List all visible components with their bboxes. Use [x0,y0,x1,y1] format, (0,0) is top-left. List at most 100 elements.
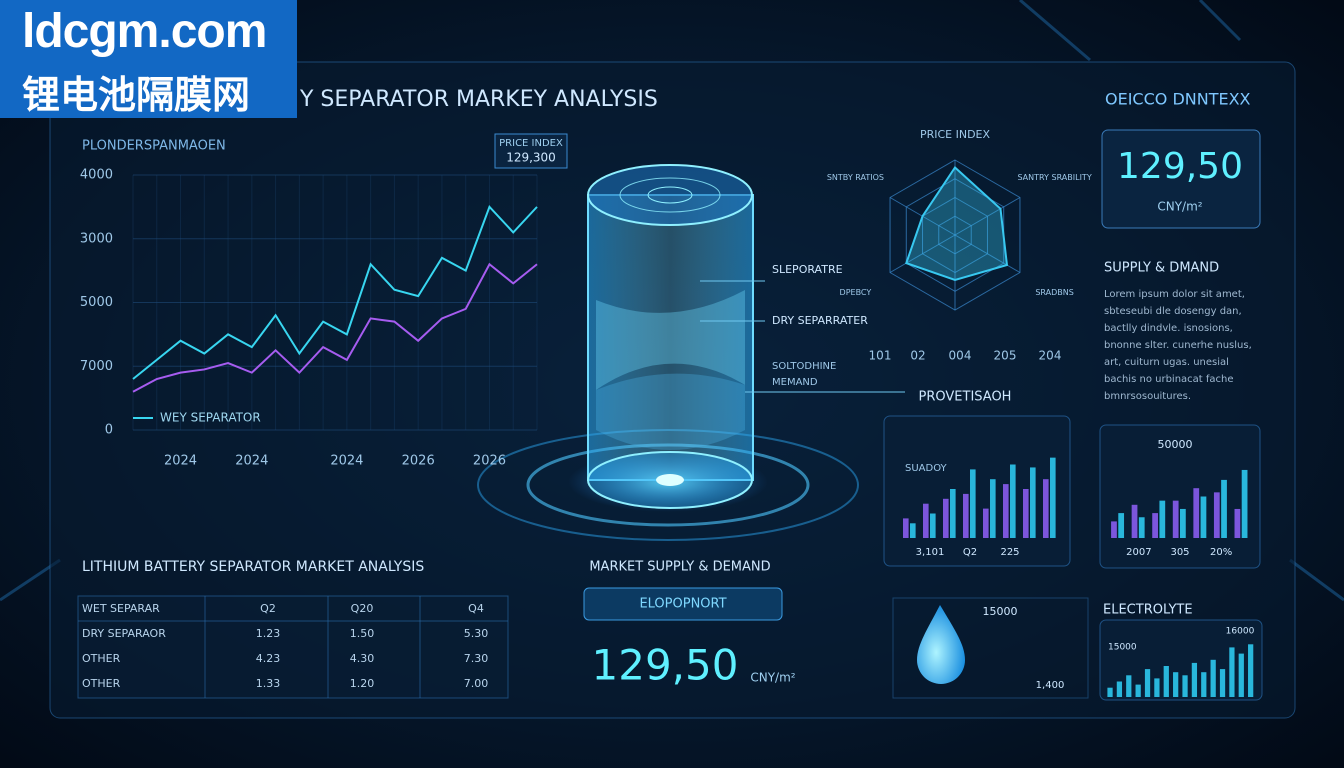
bar [1144,669,1151,697]
table-cell: 4.23 [256,652,281,665]
bar-annotation: 50000 [1158,438,1193,451]
bar [1003,484,1009,538]
bar [1191,662,1198,697]
center-title: MARKET SUPPLY & DEMAND [589,560,770,575]
bar [1043,479,1049,538]
bar [1229,647,1235,697]
cylinder-label: MEMAND [772,377,818,388]
cylinder-label: SLEPORATRE [772,263,843,276]
supply-line: bnonne slter. cunerhe nuslus, [1104,340,1252,351]
table-title: LITHIUM BATTERY SEPARATOR MARKET ANALYSI… [82,559,424,575]
line-series [132,262,538,393]
bar [1050,457,1056,538]
bar-title: PROVETISAOH [919,390,1012,405]
x-tick-label: 3,101 [916,547,945,558]
legend-label: WEY SEPARATOR [160,411,261,425]
center-value: 129,50 [592,641,739,690]
y-tick-label: 4000 [80,168,113,183]
bar [1238,653,1244,697]
table-cell: WET SEPARAR [82,602,160,615]
bar-annotation: 16000 [1226,627,1255,637]
bar [1107,687,1113,697]
bar [1131,504,1138,538]
radar-footer-label: 004 [949,349,972,363]
radar-label: SRADBNS [1035,288,1074,297]
table-cell: OTHER [82,677,121,690]
drop-label: 15000 [983,605,1018,618]
table-cell: OTHER [82,652,121,665]
bar [1138,517,1145,538]
bar [1163,666,1169,697]
supply-line: bachis no urbinacat fache [1104,374,1234,385]
bar [903,518,909,538]
table-cell: Q4 [468,602,484,615]
bar [1248,644,1254,697]
radar-footer-label: 204 [1039,349,1062,363]
bar-title: ELECTROLYTE [1103,603,1193,618]
price-unit: CNY/m² [1157,200,1202,214]
bar [1241,469,1248,538]
bar [1023,489,1029,538]
bar [970,469,976,538]
radar-area [905,165,1009,282]
center-unit: CNY/m² [750,671,795,685]
y-tick-label: 7000 [80,359,113,374]
bar [1116,681,1123,697]
bar [1193,488,1200,538]
bar-annotation: SUADOY [905,463,948,474]
x-tick-label: 2026 [402,454,435,469]
table-cell: DRY SEPARAOR [82,627,166,640]
radar-footer-label: 02 [910,349,925,363]
radar-label: SANTRY SRABILITY [1017,173,1091,182]
bar [1173,672,1179,697]
bar [1200,496,1207,538]
x-tick-label: 20% [1210,547,1232,558]
table-cell: 5.30 [464,627,489,640]
table-cell: 1.33 [256,677,281,690]
radar-axis [954,197,1021,236]
watermark-site: ldcgm.com [22,5,267,58]
radar-footer-label: 101 [869,349,892,363]
bar [930,513,936,538]
bar-annotation: 15000 [1108,643,1137,653]
bar [1154,678,1160,697]
supply-line: Lorem ipsum dolor sit amet, [1104,289,1245,300]
table-cell: 7.00 [464,677,489,690]
x-tick-label: 2026 [473,454,506,469]
bar [950,489,956,538]
radar-footer-label: 205 [994,349,1017,363]
price-value: 129,50 [1117,146,1243,187]
y-tick-label: 3000 [80,231,113,246]
bar [1221,479,1227,538]
drop-label: 1,400 [1036,680,1065,691]
y-tick-label: 0 [105,423,113,438]
x-tick-label: Q2 [963,547,977,558]
price-box [1101,129,1261,229]
bar [1111,521,1117,538]
supply-line: sbteseubi dle dosengy dan, [1104,306,1242,317]
supply-title: SUPPLY & DMAND [1104,261,1219,276]
bar [990,479,996,538]
supply-line: art, cuiturn ugas. unesial [1104,357,1229,368]
bar [910,523,916,538]
cylinder [477,164,905,541]
radar-label: DPEBCY [840,288,872,297]
x-tick-label: 2024 [235,454,268,469]
table-dividers [78,596,508,698]
watermark: ldcgm.com 锂电池隔膜网 [0,0,297,118]
bar [1010,464,1016,538]
bar [1180,508,1186,538]
header-title: Y SEPARATOR MARKEY ANALYSIS [299,87,658,112]
bar [1234,508,1241,538]
button[interactable] [583,587,783,621]
radar-axis [889,234,956,273]
cylinder-label: DRY SEPARRATER [772,314,868,327]
button-label[interactable]: ELOPOPNORT [639,597,726,612]
bar [1135,684,1141,697]
bar [983,508,989,538]
annotation-value: 129,300 [506,151,556,165]
radar-label: SNTBY RATIOS [827,173,884,182]
table-cell: 1.50 [350,627,375,640]
